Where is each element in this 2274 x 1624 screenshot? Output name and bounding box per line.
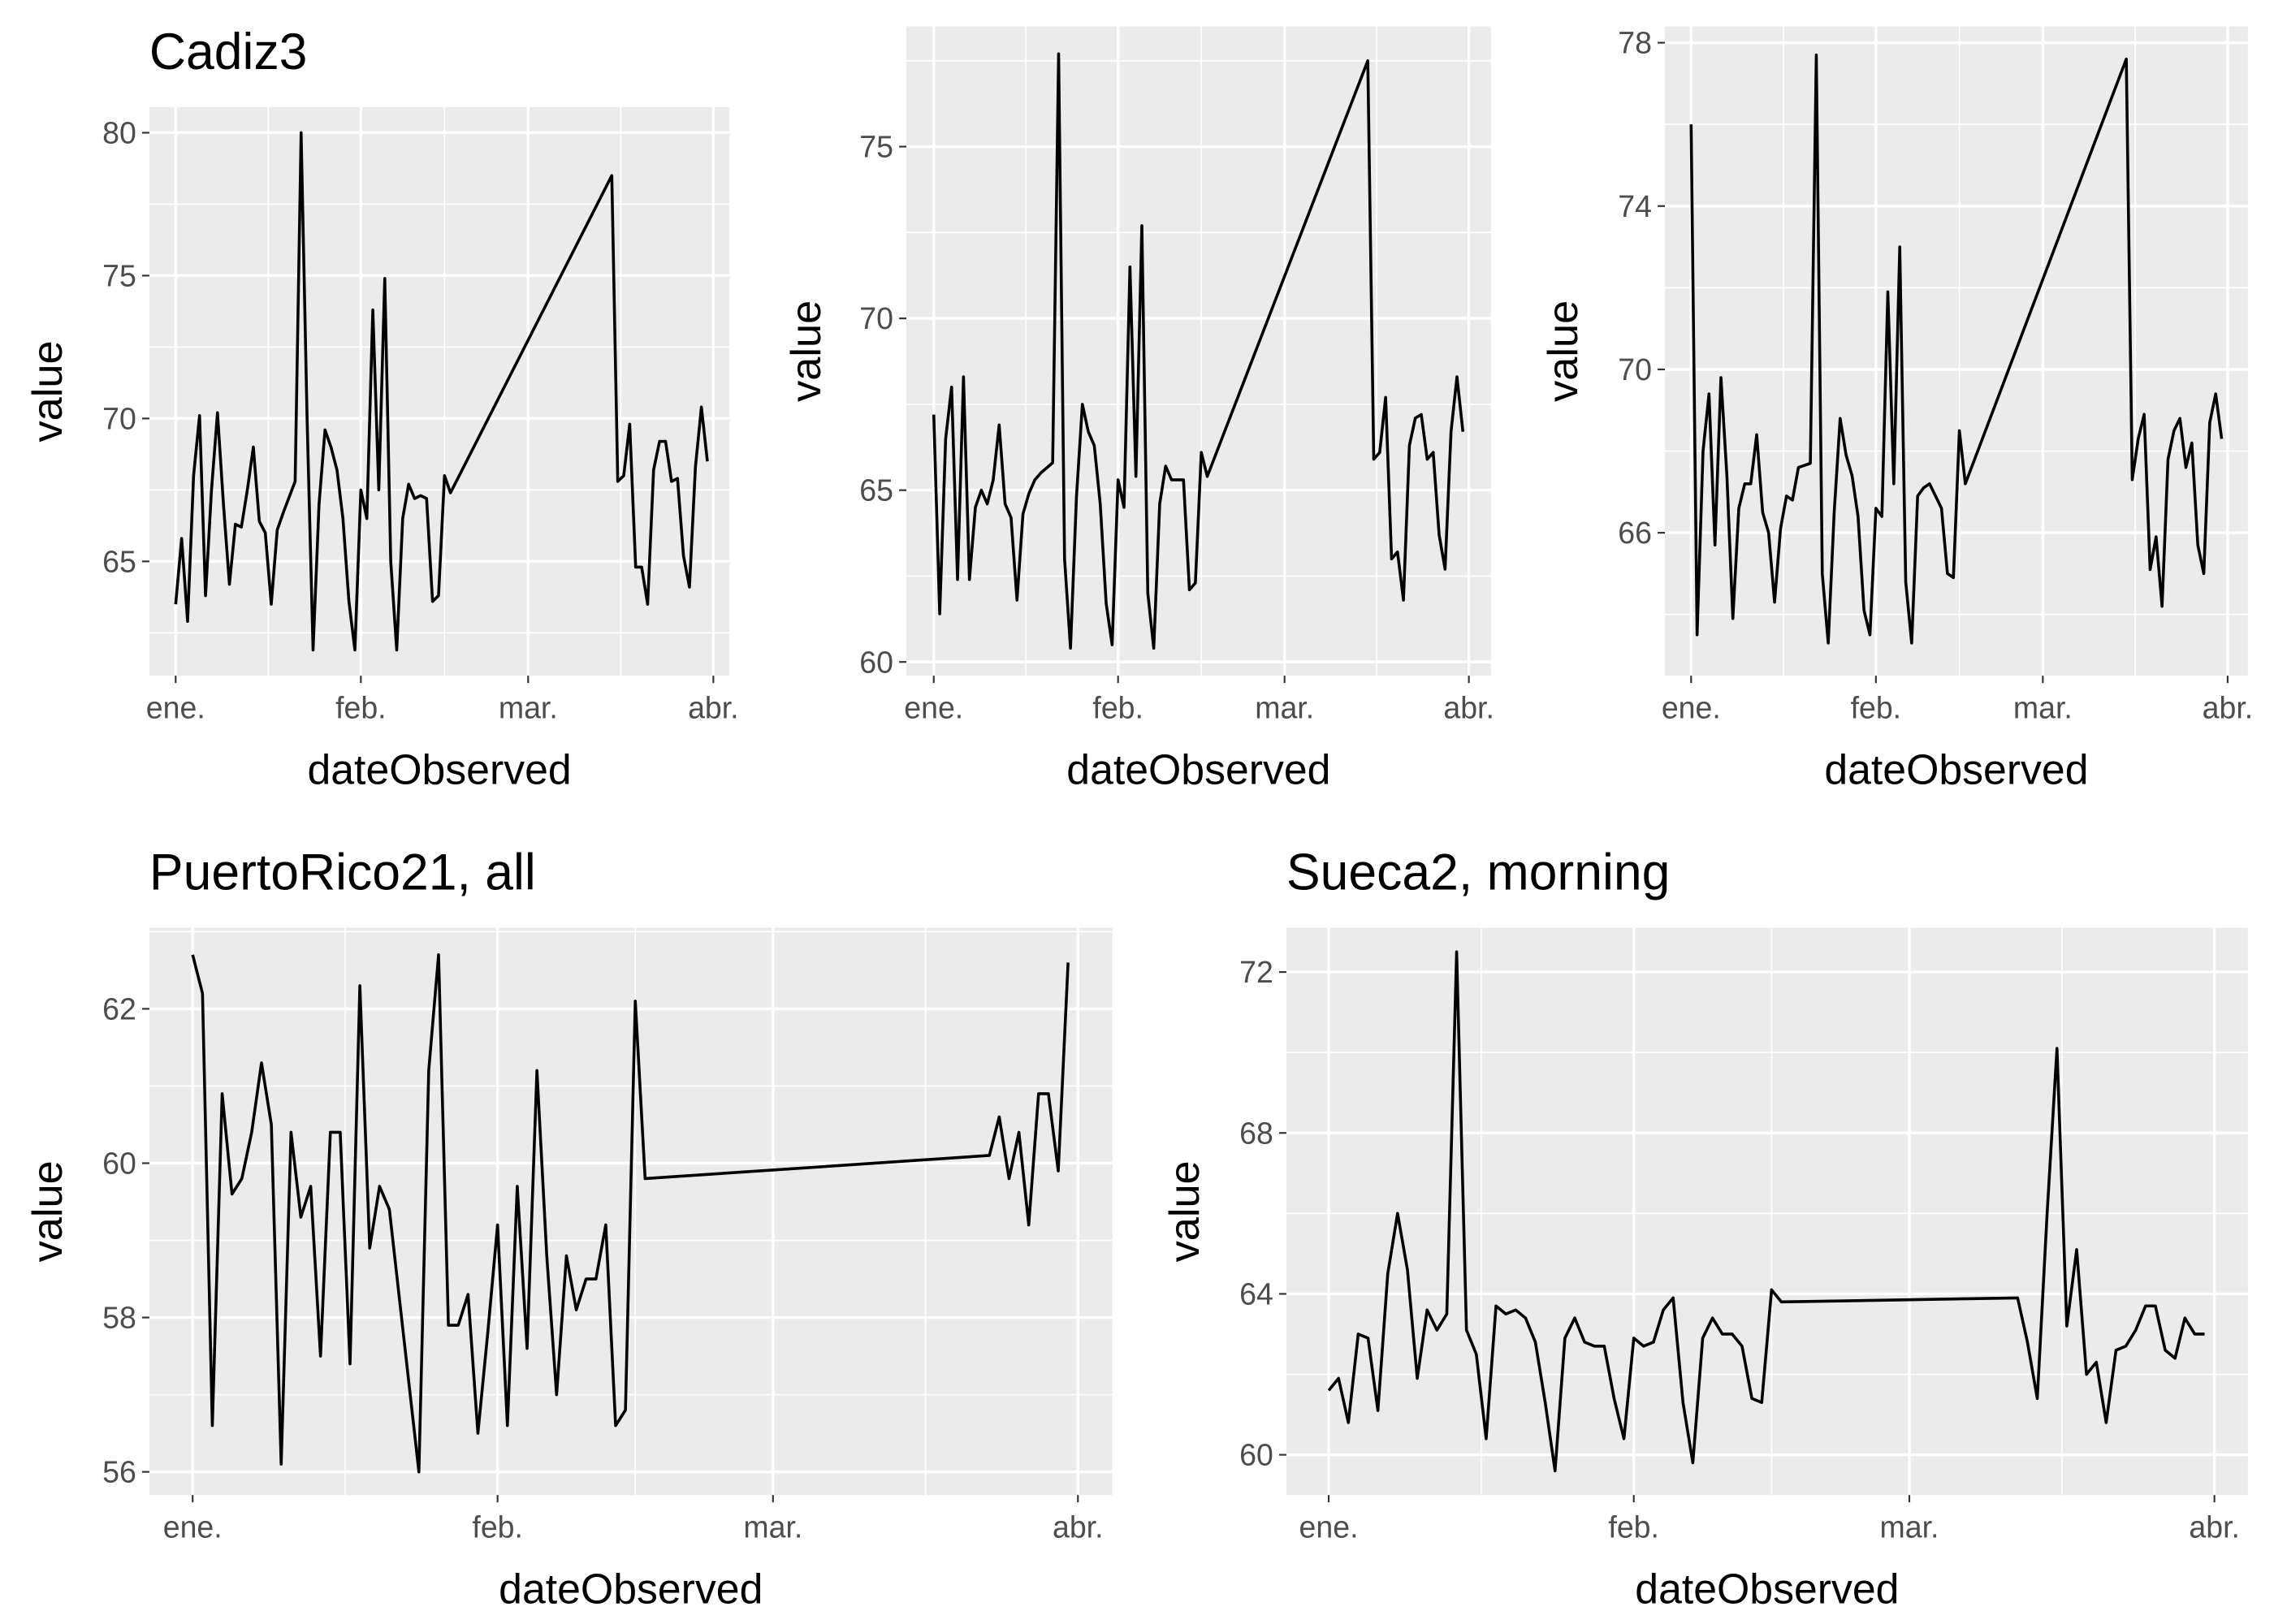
x-tick-label: mar.	[499, 690, 558, 724]
y-tick-label: 60	[859, 645, 893, 679]
y-tick-label: 75	[102, 258, 136, 292]
x-tick-label: feb.	[1608, 1510, 1659, 1544]
y-tick-label: 68	[1239, 1116, 1273, 1150]
x-axis-title: dateObserved	[1824, 746, 2088, 793]
x-axis-title: dateObserved	[499, 1566, 763, 1613]
x-tick-label: ene.	[163, 1510, 223, 1544]
x-tick-label: abr.	[1443, 690, 1494, 724]
y-axis-title: value	[24, 340, 71, 442]
x-tick-label: abr.	[688, 690, 739, 724]
y-tick-label: 75	[859, 129, 893, 163]
y-tick-label: 56	[102, 1455, 136, 1489]
chart-title: PuertoRico21, all	[149, 844, 536, 901]
y-tick-label: 74	[1618, 189, 1652, 223]
x-tick-label: feb.	[1851, 690, 1902, 724]
x-tick-label: abr.	[1053, 1510, 1104, 1544]
x-tick-label: feb.	[472, 1510, 523, 1544]
x-tick-label: mar.	[1880, 1510, 1939, 1544]
y-tick-label: 64	[1239, 1276, 1273, 1311]
chart-title: Cadiz3	[149, 24, 308, 80]
plot-background	[1286, 927, 2248, 1496]
data-line	[1689, 53, 2224, 645]
y-tick-label: 72	[1239, 955, 1273, 989]
x-axis-title: dateObserved	[307, 746, 571, 793]
y-tick-label: 62	[102, 991, 136, 1026]
y-axis-title: value	[783, 300, 830, 402]
x-tick-label: mar.	[1255, 690, 1314, 724]
data-line	[191, 953, 1070, 1474]
y-tick-label: 65	[102, 544, 136, 578]
y-tick-label: 65	[859, 473, 893, 508]
x-tick-label: mar.	[2013, 690, 2073, 724]
plot-background	[906, 26, 1491, 676]
x-axis-title: dateObserved	[1635, 1566, 1899, 1613]
y-tick-label: 78	[1618, 25, 1652, 59]
data-line	[1327, 950, 2205, 1473]
chart-title: Sueca2, morning	[1286, 844, 1670, 901]
y-axis-title: value	[24, 1160, 71, 1262]
x-tick-label: ene.	[904, 690, 963, 724]
data-line	[174, 131, 709, 652]
x-tick-label: abr.	[2203, 690, 2254, 724]
y-tick-label: 60	[102, 1146, 136, 1180]
y-tick-label: 60	[1239, 1437, 1273, 1471]
y-tick-label: 58	[102, 1300, 136, 1334]
y-tick-label: 70	[102, 401, 136, 435]
x-tick-label: feb.	[335, 690, 387, 724]
x-tick-label: abr.	[2189, 1510, 2240, 1544]
x-tick-label: ene.	[146, 690, 205, 724]
x-axis-title: dateObserved	[1066, 746, 1330, 793]
y-axis-title: value	[1161, 1160, 1208, 1262]
y-axis-title: value	[1540, 300, 1587, 402]
x-tick-label: ene.	[1662, 690, 1721, 724]
x-tick-label: mar.	[743, 1510, 802, 1544]
y-tick-label: 70	[859, 301, 893, 335]
y-tick-label: 70	[1618, 352, 1652, 387]
x-tick-label: feb.	[1092, 690, 1143, 724]
x-tick-label: ene.	[1299, 1510, 1359, 1544]
data-line	[932, 52, 1465, 650]
y-tick-label: 66	[1618, 516, 1652, 550]
y-tick-label: 80	[102, 115, 136, 149]
